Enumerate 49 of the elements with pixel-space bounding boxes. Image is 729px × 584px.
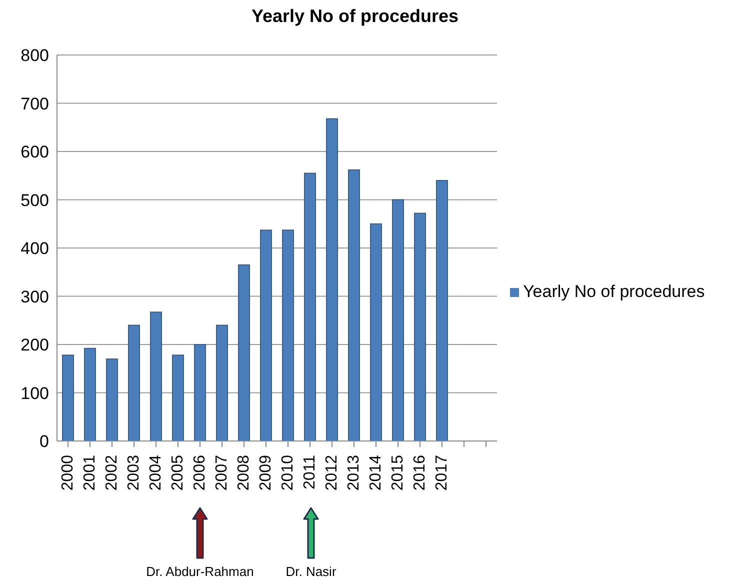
bar <box>238 264 250 441</box>
x-tick-label: 2017 <box>434 454 450 491</box>
y-tick-label: 300 <box>20 287 49 306</box>
x-tick-label: 2003 <box>126 454 142 491</box>
bar <box>326 118 338 441</box>
x-tick-label: 2015 <box>390 454 406 491</box>
y-tick-label: 200 <box>20 336 49 355</box>
bar <box>436 180 448 441</box>
legend-label: Yearly No of procedures <box>523 282 705 301</box>
x-tick-label: 2012 <box>324 454 340 491</box>
bar <box>392 199 404 441</box>
x-tick-label: 2001 <box>82 454 98 491</box>
x-tick-label: 2000 <box>60 454 76 491</box>
x-tick-label: 2005 <box>170 454 186 491</box>
x-tick-label: 2014 <box>368 454 384 491</box>
text: Dr. Nasir <box>286 564 336 579</box>
bar <box>172 354 184 441</box>
bar <box>62 354 74 441</box>
y-tick-label: 100 <box>20 384 49 403</box>
bar <box>106 358 118 441</box>
bar <box>370 223 382 441</box>
y-tick-label: 0 <box>40 432 49 452</box>
x-tick-label: 2011 <box>302 454 318 490</box>
bar <box>414 212 426 441</box>
bar <box>216 324 228 441</box>
x-tick-label: 2010 <box>280 454 296 491</box>
bar <box>194 344 206 441</box>
x-tick-label: 2008 <box>236 454 252 491</box>
y-tick-label: 400 <box>20 239 49 258</box>
x-tick-label: 2009 <box>258 454 274 491</box>
bar <box>128 324 140 441</box>
x-tick-label: 2013 <box>346 454 362 491</box>
text: Dr. Abdur-Rahman <box>146 564 254 579</box>
y-tick-label: 800 <box>20 46 49 66</box>
bar <box>304 172 316 441</box>
bar <box>260 230 272 441</box>
bar <box>150 312 162 441</box>
x-tick-label: 2007 <box>214 454 230 491</box>
x-tick-label: 2004 <box>148 454 164 491</box>
x-tick-label: 2016 <box>412 454 428 491</box>
x-tick-label: 2006 <box>192 454 208 491</box>
bar <box>84 348 96 441</box>
bar <box>282 230 294 441</box>
bar <box>348 169 360 441</box>
y-tick-label: 700 <box>20 94 49 114</box>
chart-title: Yearly No of procedures <box>250 6 460 27</box>
y-tick-label: 500 <box>20 190 49 210</box>
x-tick-label: 2002 <box>104 454 120 491</box>
y-tick-label: 600 <box>20 142 49 162</box>
